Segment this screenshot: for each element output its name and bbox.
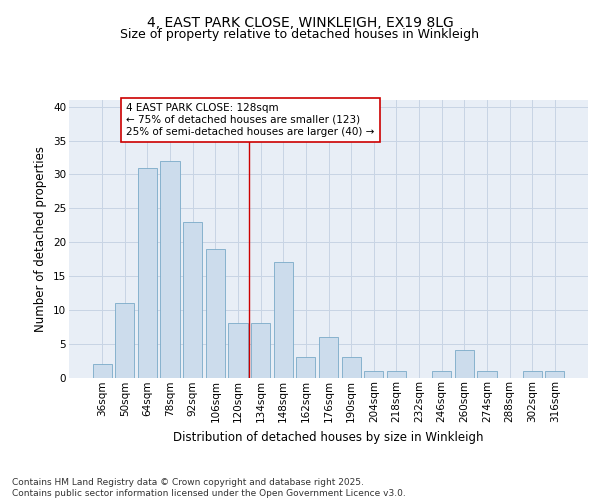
Bar [432, 370, 451, 378]
Bar [523, 370, 542, 378]
Bar [160, 161, 180, 378]
Text: 4 EAST PARK CLOSE: 128sqm
← 75% of detached houses are smaller (123)
25% of semi: 4 EAST PARK CLOSE: 128sqm ← 75% of detac… [126, 104, 374, 136]
Bar [387, 370, 406, 378]
Bar [477, 370, 497, 378]
Bar [455, 350, 474, 378]
Text: Size of property relative to detached houses in Winkleigh: Size of property relative to detached ho… [121, 28, 479, 41]
Text: Contains HM Land Registry data © Crown copyright and database right 2025.
Contai: Contains HM Land Registry data © Crown c… [12, 478, 406, 498]
Bar [364, 370, 383, 378]
X-axis label: Distribution of detached houses by size in Winkleigh: Distribution of detached houses by size … [173, 430, 484, 444]
Bar [115, 303, 134, 378]
Bar [138, 168, 157, 378]
Bar [251, 324, 270, 378]
Bar [545, 370, 565, 378]
Bar [206, 249, 225, 378]
Bar [341, 357, 361, 378]
Bar [183, 222, 202, 378]
Bar [274, 262, 293, 378]
Bar [229, 324, 248, 378]
Bar [296, 357, 316, 378]
Bar [319, 337, 338, 378]
Y-axis label: Number of detached properties: Number of detached properties [34, 146, 47, 332]
Text: 4, EAST PARK CLOSE, WINKLEIGH, EX19 8LG: 4, EAST PARK CLOSE, WINKLEIGH, EX19 8LG [146, 16, 454, 30]
Bar [92, 364, 112, 378]
